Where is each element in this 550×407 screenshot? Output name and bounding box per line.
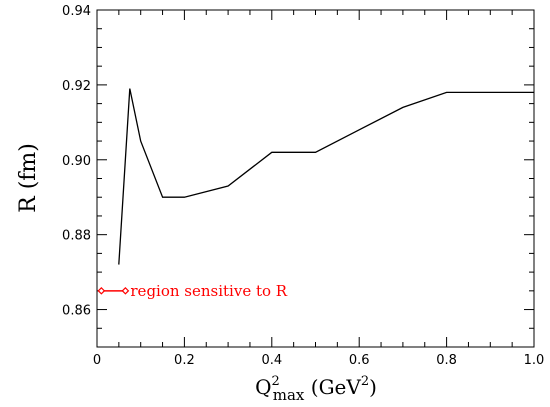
y-axis-title: R (fm) (16, 143, 41, 213)
x-tick-label: 0.6 (349, 353, 370, 368)
y-tick-label: 0.92 (62, 79, 91, 94)
data-line (118, 88, 534, 265)
x-tick-label: 1.0 (524, 353, 545, 368)
x-axis-title: Q2 max (GeV2) (255, 374, 377, 404)
x-tick-label: 0 (93, 353, 101, 368)
annotation-group: region sensitive to R (97, 282, 288, 300)
x-tick-label: 0.2 (174, 353, 195, 368)
x-tick-label: 0.4 (261, 353, 282, 368)
y-tick-label: 0.94 (62, 4, 91, 19)
x-tick-label: 0.8 (436, 353, 457, 368)
annotation-label: region sensitive to R (130, 282, 287, 300)
y-tick-label: 0.88 (62, 229, 91, 244)
axis-ticks (96, 9, 535, 348)
y-tick-label: 0.90 (62, 154, 91, 169)
y-tick-label: 0.86 (62, 304, 91, 319)
annotation-diamond-marker (97, 286, 106, 295)
tick-labels: 0 0.2 0.4 0.6 0.8 1.0 0.86 0.88 0.90 0.92 0.94 (62, 4, 544, 368)
annotation-diamond-marker (121, 286, 130, 295)
